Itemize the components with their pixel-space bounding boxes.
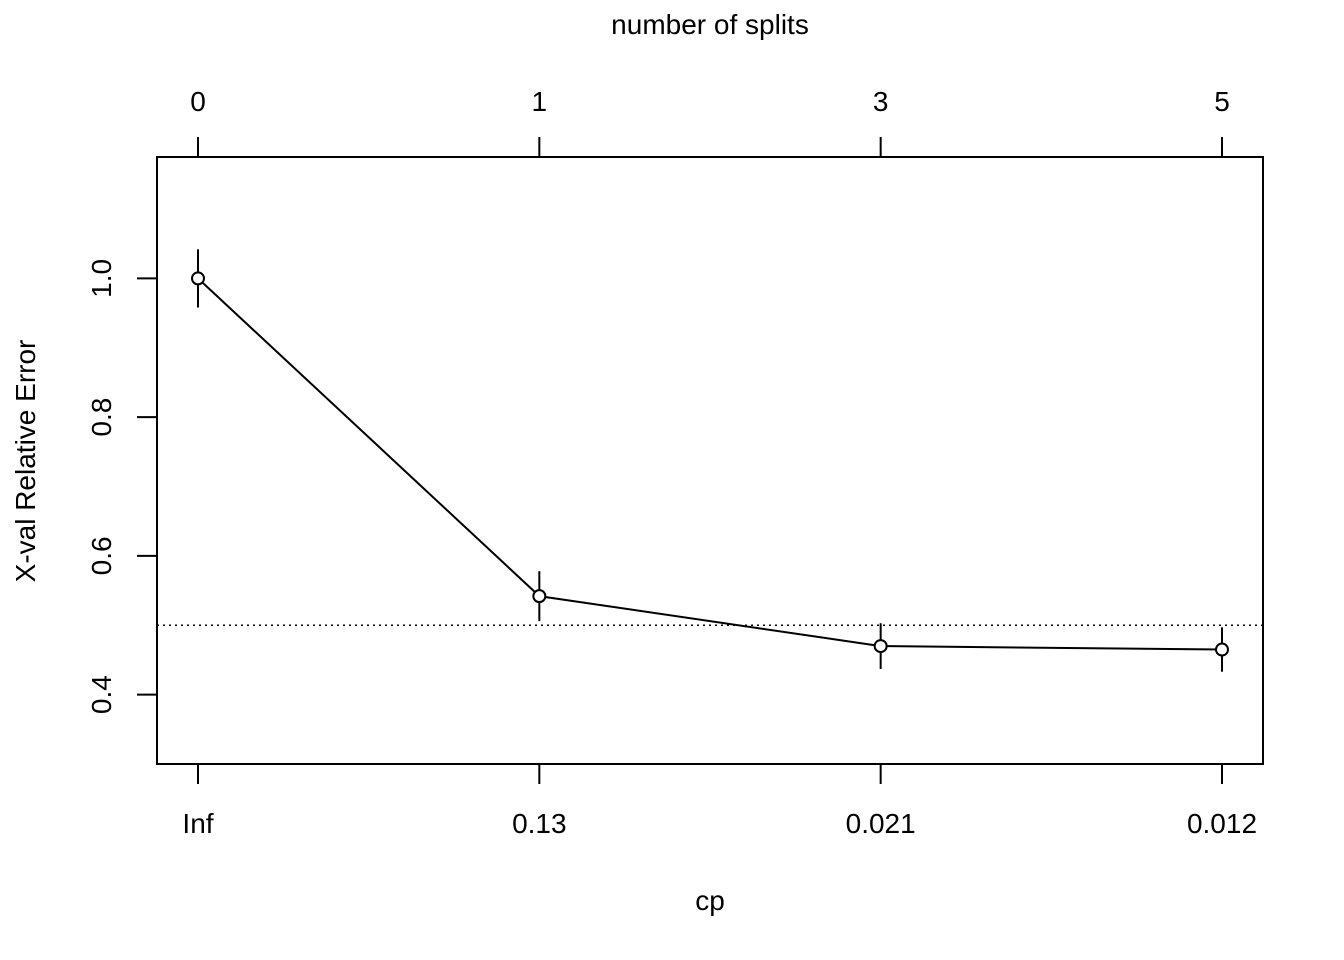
y-tick-label: 0.4 — [86, 675, 117, 714]
y-axis-title: X-val Relative Error — [10, 340, 41, 583]
plot-marks — [157, 249, 1263, 672]
x-tick-label: 0.13 — [512, 808, 567, 839]
x-tick-label: 0.021 — [846, 808, 916, 839]
y-tick-label: 0.8 — [86, 398, 117, 437]
top-tick-label: 3 — [873, 86, 889, 117]
top-axis: 0 1 3 5 — [190, 86, 1230, 157]
x-tick-label: Inf — [182, 808, 213, 839]
y-tick-label: 1.0 — [86, 259, 117, 298]
top-tick-label: 5 — [1214, 86, 1230, 117]
top-tick-label: 1 — [532, 86, 548, 117]
plot-frame — [156, 156, 1264, 765]
x-axis-title: cp — [695, 885, 725, 916]
top-axis-title: number of splits — [611, 9, 809, 40]
x-tick-label: 0.012 — [1187, 808, 1257, 839]
top-tick-label: 0 — [190, 86, 206, 117]
bottom-axis: Inf 0.13 0.021 0.012 — [182, 764, 1257, 839]
data-point — [191, 271, 205, 286]
data-point — [1215, 642, 1229, 657]
series-line — [197, 277, 1223, 651]
left-axis: 0.4 0.6 0.8 1.0 — [86, 259, 157, 714]
data-point — [532, 589, 547, 604]
data-point — [873, 639, 888, 654]
y-tick-label: 0.6 — [86, 536, 117, 575]
